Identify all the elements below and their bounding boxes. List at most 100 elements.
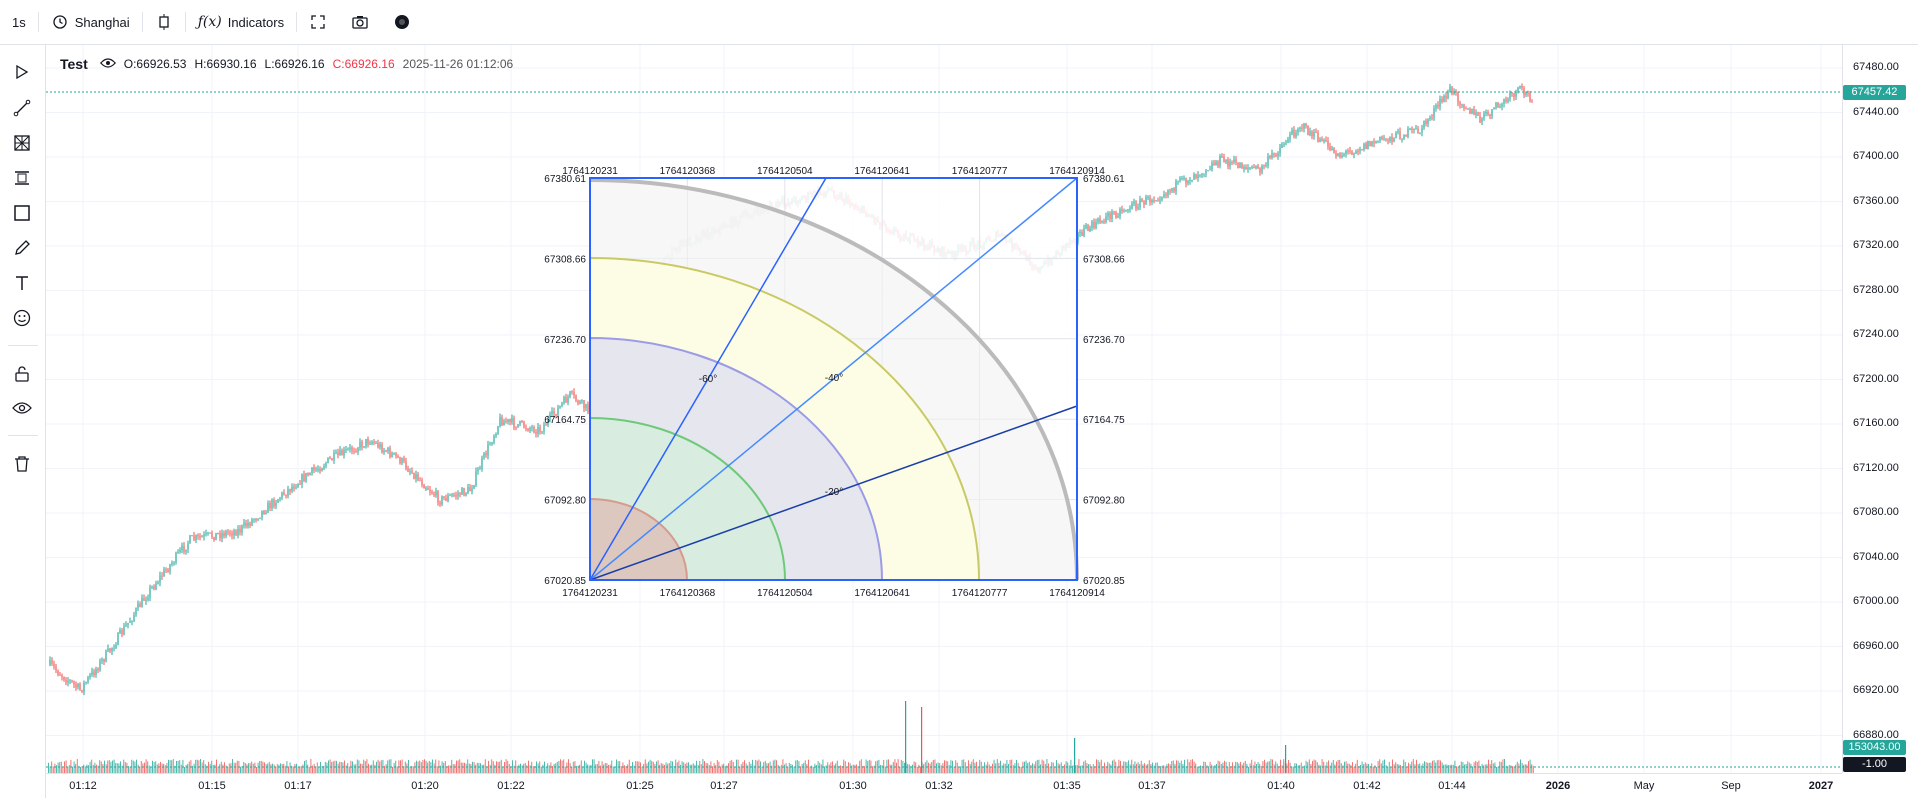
indicators-button[interactable]: ƒ(x) Indicators [186,6,296,38]
time-axis-label: 01:42 [1353,780,1381,792]
candle-body [79,683,81,691]
volume-bar [462,762,464,773]
volume-bar [1372,766,1374,773]
volume-bar [1243,762,1245,773]
text-tool[interactable] [9,272,35,298]
rectangle-tool[interactable] [9,202,35,228]
volume-bar [492,761,494,773]
volume-bar [112,760,113,773]
volume-bar [1251,759,1253,773]
volume-bar [865,759,867,773]
volume-bar [843,759,845,773]
trendline-tool[interactable] [9,97,35,123]
candle-body [309,473,311,476]
candle-body [1215,161,1217,166]
volume-bar [299,766,301,773]
volume-bar [838,765,840,773]
chart-type-button[interactable] [143,6,185,38]
candle-body [1513,93,1515,97]
candle-body [267,502,269,513]
volume-bar [260,760,262,773]
price-axis[interactable]: 67480.00 67440.00 67400.00 67360.00 67320.00… [1842,45,1918,773]
candle-body [1095,222,1097,229]
volume-bar [876,760,878,773]
volume-bar [540,766,542,773]
volume-bar [518,764,520,773]
screenshot-button[interactable] [339,6,381,38]
volume-bar [1121,765,1123,773]
candle-body [1441,98,1443,102]
candle-body [1425,120,1427,124]
candle-body [1261,165,1263,173]
volume-bar [1483,765,1485,773]
cursor-tool[interactable] [9,61,35,87]
candle-body [523,421,525,428]
candle-body [1303,123,1305,129]
fullscreen-icon [309,13,327,31]
volume-bar [822,759,824,773]
candle-body [229,532,231,534]
candle-body [177,552,179,554]
candle-body [1283,144,1285,146]
brush-tool[interactable] [9,237,35,263]
candle-body [433,493,435,496]
volume-bar [579,764,581,773]
volume-bar [1270,759,1272,773]
volume-bar [915,762,917,773]
candle-body [1369,141,1371,147]
volume-bar [564,766,566,773]
time-axis[interactable]: 01:12 01:15 01:17 01:20 01:22 01:25 01:27 01:30… [46,773,1842,798]
candle-body [73,681,75,685]
gann-top-label: 1764120914 [1049,166,1105,177]
candle-body [1115,212,1117,218]
fullscreen-button[interactable] [297,6,339,38]
candle-body [139,603,141,608]
candle-body [1349,150,1351,152]
interval-button[interactable]: 1s [0,6,38,38]
candle-body [367,438,369,445]
emoji-tool[interactable] [9,307,35,333]
volume-bar [449,765,451,773]
gann-square-drawing[interactable]: 1764120231 1764120368 1764120504 1764120641… [544,166,1125,599]
candle-body [157,582,159,584]
delete-drawings-button[interactable] [9,453,35,479]
lock-drawings-button[interactable] [9,363,35,389]
channel-tool[interactable] [9,167,35,193]
volume-bar [1128,760,1129,773]
volume-bar [1017,762,1019,773]
volume-bar [548,765,550,773]
volume-bar [705,763,707,773]
candle-body [319,469,321,472]
volume-bar [1056,760,1057,773]
volume-bar [472,761,473,773]
volume-bar [916,766,918,773]
volume-bar [937,762,939,773]
candle-body [293,486,295,489]
volume-bar [1142,764,1144,773]
volume-bar [680,764,681,773]
candle-body [257,518,259,520]
volume-bar [560,759,561,773]
gann-tool[interactable] [9,132,35,158]
settings-button[interactable] [381,6,423,38]
candle-body [569,391,571,397]
volume-bar [180,764,182,773]
timezone-button[interactable]: Shanghai [39,6,142,38]
candle-body [1415,128,1417,130]
candle-body [531,427,533,429]
candle-body [51,660,53,664]
eye-icon[interactable] [99,57,116,72]
candle-body [1297,129,1299,133]
gann-bottom-label: 1764120504 [757,588,813,599]
volume-bar [753,765,755,773]
candle-body [1351,151,1353,155]
volume-bar [1387,766,1389,773]
candle-body [1319,139,1321,142]
volume-bar [430,762,432,773]
volume-bar [1172,760,1174,773]
hide-drawings-button[interactable] [9,397,35,423]
candle-body [129,621,131,623]
candle-body [533,427,535,433]
volume-bar [411,765,413,773]
